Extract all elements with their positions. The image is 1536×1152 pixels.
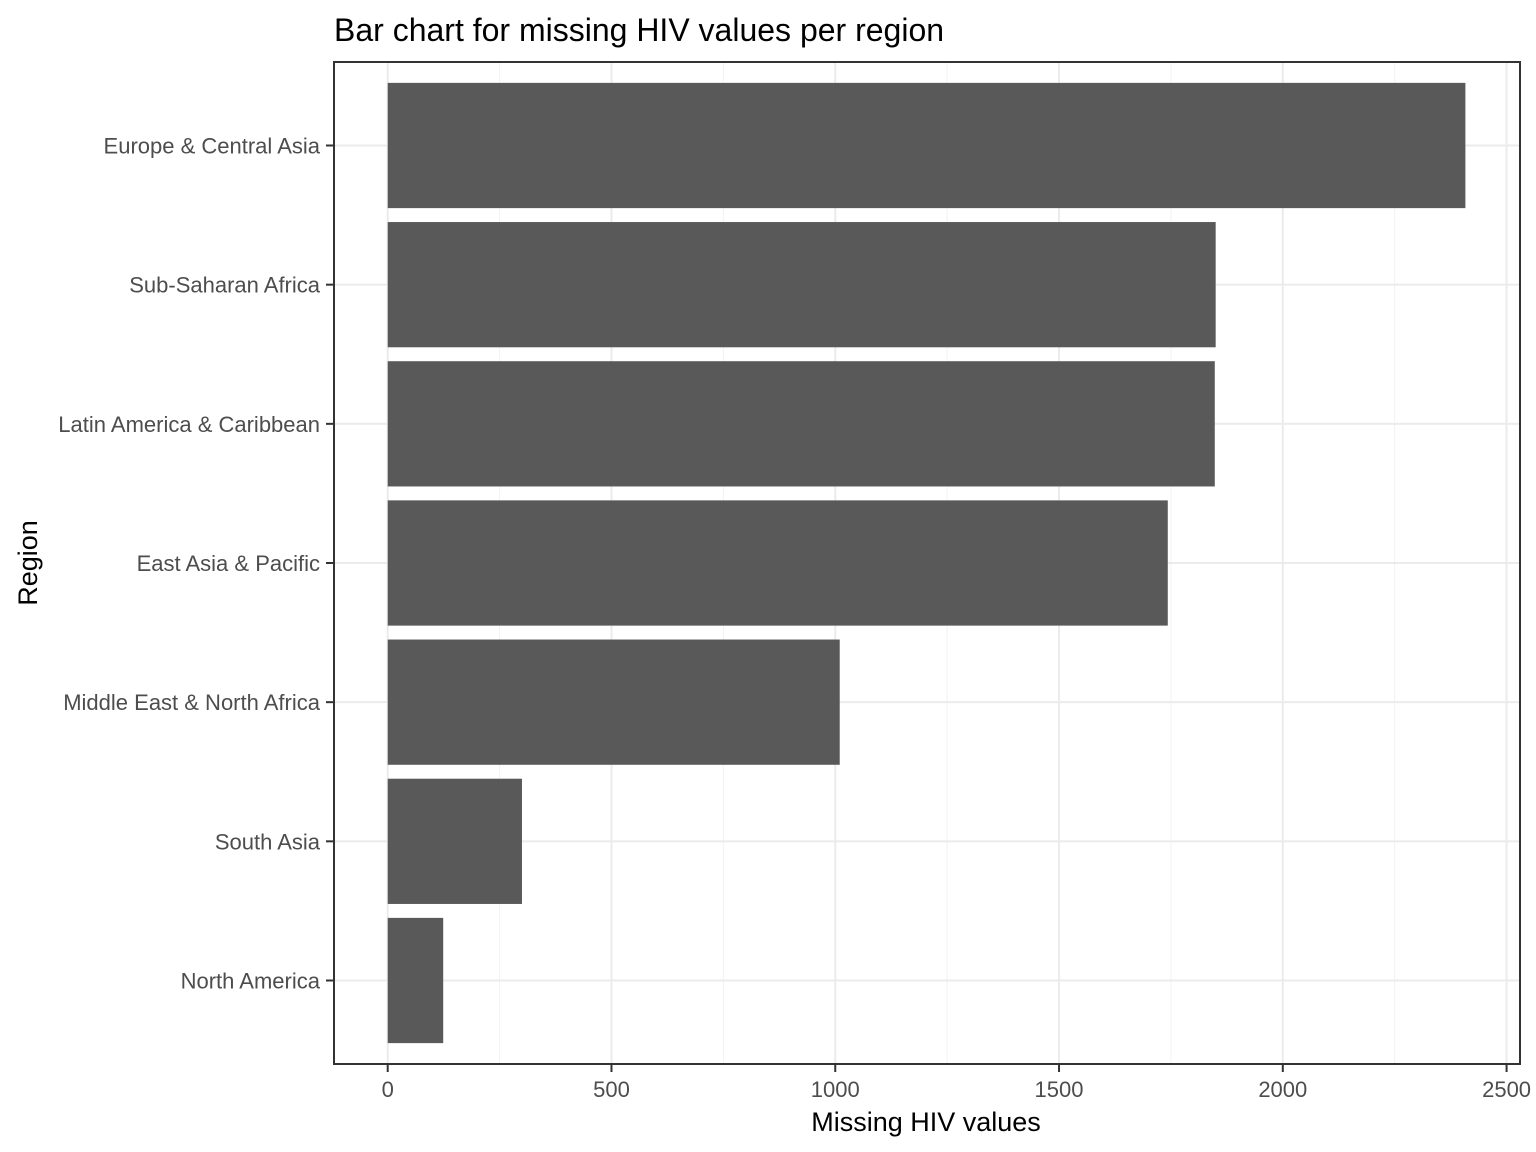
bars [387, 82, 1466, 1044]
x-tick-label: 500 [593, 1077, 630, 1102]
bar [387, 361, 1215, 487]
y-tick-label: Europe & Central Asia [104, 134, 321, 159]
y-tick-label: Sub-Saharan Africa [129, 273, 321, 298]
y-tick-label: Latin America & Caribbean [58, 412, 320, 437]
x-tick-label: 1000 [811, 1077, 860, 1102]
y-axis: Europe & Central Asia Sub-Saharan Africa L… [58, 134, 334, 994]
bar [387, 917, 444, 1044]
x-axis: 0 500 1000 1500 2000 2500 [382, 1064, 1531, 1102]
y-tick-label: North America [181, 969, 321, 994]
y-axis-title: Region [13, 520, 43, 606]
x-tick-label: 0 [382, 1077, 394, 1102]
chart-title: Bar chart for missing HIV values per reg… [334, 12, 944, 48]
bar [387, 500, 1168, 626]
bar [387, 778, 522, 904]
x-axis-title: Missing HIV values [811, 1107, 1041, 1137]
bar [387, 82, 1466, 209]
x-tick-label: 1500 [1035, 1077, 1084, 1102]
x-tick-label: 2000 [1258, 1077, 1307, 1102]
bar [387, 639, 840, 765]
y-tick-label: East Asia & Pacific [137, 551, 320, 576]
y-tick-label: South Asia [215, 829, 321, 854]
y-tick-label: Middle East & North Africa [63, 690, 321, 715]
bar [387, 222, 1216, 348]
x-tick-label: 2500 [1482, 1077, 1531, 1102]
